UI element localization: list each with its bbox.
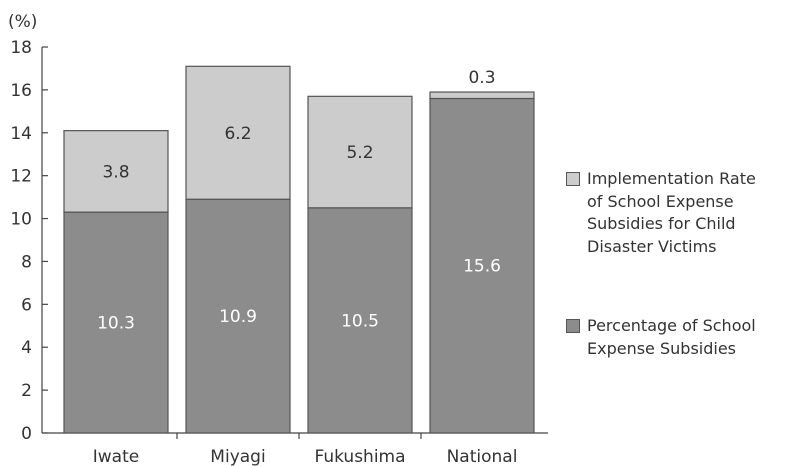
- legend-line: Disaster Victims: [587, 236, 717, 256]
- y-tick-label: 10: [10, 210, 32, 230]
- data-label: 10.3: [97, 314, 135, 334]
- labels: 10.3 10.9 10.5 15.6 3.8 6.2 5.2 0.3: [97, 68, 501, 334]
- y-tick-label: 2: [21, 381, 32, 401]
- data-label: 0.3: [468, 68, 495, 88]
- legend-line: Expense Subsidies: [587, 338, 736, 358]
- data-label: 3.8: [102, 162, 129, 182]
- legend-line: of School Expense: [587, 191, 734, 211]
- legend-line: Implementation Rate: [587, 169, 756, 188]
- data-label: 5.2: [346, 143, 373, 163]
- bar-segment: [63, 211, 169, 434]
- legend-swatch-percentage: [566, 319, 580, 333]
- x-category-label: Iwate: [93, 447, 139, 466]
- data-label: 15.6: [463, 257, 501, 277]
- legend-text-implementation-rate: Implementation Rate of School Expense Su…: [587, 168, 792, 258]
- y-tick-label: 14: [10, 124, 32, 144]
- bar-segment: [185, 198, 291, 434]
- bar-segment: [429, 91, 535, 100]
- bar-segment: [185, 65, 291, 200]
- data-label: 6.2: [224, 124, 251, 144]
- legend-text-percentage: Percentage of School Expense Subsidies: [587, 315, 792, 360]
- y-tick-label: 12: [10, 167, 32, 187]
- y-tick-label: 18: [10, 38, 32, 58]
- y-tick-label: 6: [21, 295, 32, 315]
- bar-segment: [307, 95, 413, 209]
- x-category-label: National: [447, 447, 518, 466]
- bar-segment: [307, 207, 413, 434]
- data-label: 10.5: [341, 311, 379, 331]
- y-tick-label: 0: [21, 424, 32, 444]
- legend-swatch-implementation-rate: [566, 172, 580, 186]
- bar-segment: [429, 97, 535, 434]
- y-tick-label: 8: [21, 252, 32, 272]
- y-axis-unit-label: (%): [8, 12, 37, 32]
- data-label: 10.9: [219, 307, 257, 327]
- x-category-label: Miyagi: [210, 447, 265, 466]
- bar-segment: [63, 130, 169, 213]
- legend-line: Subsidies for Child: [587, 214, 736, 233]
- y-tick-label: 16: [10, 81, 32, 101]
- legend-line: Percentage of School: [587, 316, 756, 335]
- bars: [63, 65, 535, 434]
- axes: 0 2 4 6 8 10 12 14 16 18 (%) Iwate Miyagi Fukushima Na…: [8, 12, 548, 466]
- y-tick-label: 4: [21, 338, 32, 358]
- x-category-label: Fukushima: [314, 447, 405, 466]
